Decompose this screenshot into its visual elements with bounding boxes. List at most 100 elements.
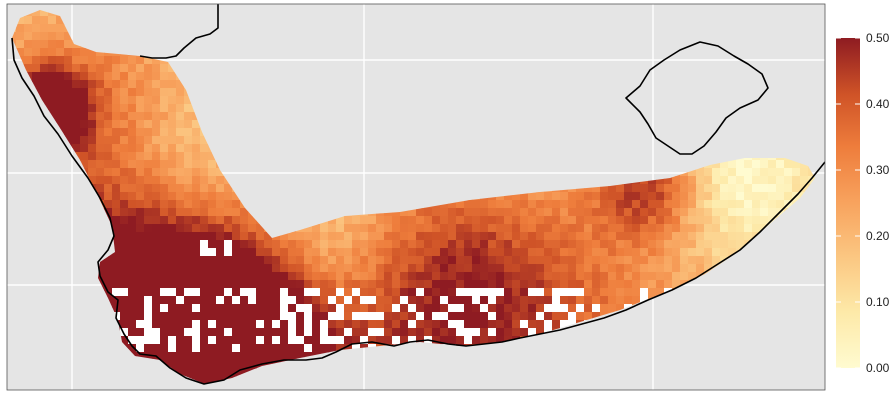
raster-cell bbox=[552, 264, 561, 273]
raster-cell bbox=[376, 264, 385, 273]
raster-cell bbox=[392, 328, 401, 337]
raster-cell bbox=[576, 264, 585, 273]
raster-cell bbox=[624, 232, 633, 241]
raster-cell bbox=[480, 328, 489, 337]
raster-cell bbox=[568, 216, 577, 225]
raster-cell bbox=[664, 256, 673, 265]
raster-cell bbox=[176, 232, 185, 241]
raster-cell bbox=[360, 240, 369, 249]
raster-cell bbox=[424, 320, 433, 329]
raster-cell bbox=[608, 272, 617, 281]
raster-cell bbox=[672, 272, 681, 281]
raster-cell bbox=[352, 288, 361, 297]
raster-cell bbox=[136, 88, 145, 97]
raster-cell bbox=[312, 288, 321, 297]
raster-cell bbox=[384, 304, 393, 313]
raster-cell bbox=[584, 192, 593, 201]
raster-cell bbox=[320, 256, 329, 265]
raster-cell bbox=[296, 328, 305, 337]
raster-cell bbox=[320, 248, 329, 257]
raster-cell bbox=[648, 256, 657, 265]
raster-cell bbox=[288, 304, 297, 313]
raster-cell bbox=[56, 104, 65, 113]
raster-cell bbox=[168, 304, 177, 313]
raster-cell bbox=[120, 136, 129, 145]
raster-cell bbox=[760, 168, 769, 177]
raster-cell bbox=[680, 184, 689, 193]
raster-cell bbox=[136, 352, 145, 361]
raster-cell bbox=[440, 312, 449, 321]
raster-cell bbox=[192, 176, 201, 185]
raster-cell bbox=[528, 216, 537, 225]
raster-cell bbox=[88, 152, 97, 161]
raster-cell bbox=[472, 320, 481, 329]
raster-cell bbox=[568, 232, 577, 241]
raster-cell bbox=[24, 48, 33, 57]
raster-cell bbox=[136, 280, 145, 289]
raster-cell bbox=[800, 184, 809, 193]
raster-cell bbox=[464, 264, 473, 273]
raster-cell bbox=[376, 280, 385, 289]
raster-cell bbox=[552, 224, 561, 233]
raster-cell bbox=[240, 264, 249, 273]
raster-cell bbox=[512, 200, 521, 209]
raster-cell bbox=[312, 328, 321, 337]
raster-cell bbox=[224, 352, 233, 361]
raster-cell bbox=[520, 328, 529, 337]
raster-cell bbox=[248, 248, 257, 257]
raster-cell bbox=[216, 256, 225, 265]
raster-cell bbox=[344, 304, 353, 313]
raster-cell bbox=[464, 256, 473, 265]
raster-cell bbox=[176, 328, 185, 337]
raster-cell bbox=[88, 96, 97, 105]
raster-cell bbox=[480, 232, 489, 241]
raster-cell bbox=[448, 304, 457, 313]
raster-cell bbox=[512, 280, 521, 289]
raster-cell bbox=[16, 40, 25, 49]
raster-cell bbox=[240, 224, 249, 233]
raster-cell bbox=[128, 272, 137, 281]
raster-cell bbox=[200, 216, 209, 225]
raster-cell bbox=[616, 208, 625, 217]
raster-cell bbox=[536, 320, 545, 329]
raster-cell bbox=[128, 328, 137, 337]
raster-cell bbox=[360, 232, 369, 241]
raster-cell bbox=[184, 304, 193, 313]
raster-cell bbox=[104, 208, 113, 217]
raster-cell bbox=[432, 280, 441, 289]
raster-cell bbox=[464, 312, 473, 321]
raster-cell bbox=[504, 280, 513, 289]
raster-cell bbox=[648, 248, 657, 257]
raster-cell bbox=[440, 272, 449, 281]
raster-cell bbox=[640, 288, 649, 297]
raster-cell bbox=[496, 224, 505, 233]
raster-cell bbox=[216, 184, 225, 193]
raster-cell bbox=[152, 328, 161, 337]
raster-cell bbox=[656, 184, 665, 193]
raster-cell bbox=[160, 160, 169, 169]
raster-cell bbox=[88, 128, 97, 137]
raster-cell bbox=[128, 112, 137, 121]
raster-cell bbox=[232, 296, 241, 305]
raster-cell bbox=[200, 360, 209, 369]
raster-cell bbox=[224, 216, 233, 225]
raster-cell bbox=[720, 160, 729, 169]
raster-cell bbox=[424, 328, 433, 337]
raster-cell bbox=[768, 208, 777, 217]
raster-cell bbox=[504, 272, 513, 281]
raster-cell bbox=[704, 256, 713, 265]
raster-cell bbox=[160, 120, 169, 129]
raster-cell bbox=[712, 200, 721, 209]
raster-cell bbox=[240, 344, 249, 353]
raster-cell bbox=[80, 120, 89, 129]
raster-cell bbox=[104, 80, 113, 89]
raster-cell bbox=[168, 216, 177, 225]
raster-cell bbox=[584, 304, 593, 313]
raster-cell bbox=[368, 320, 377, 329]
raster-cell bbox=[424, 264, 433, 273]
raster-cell bbox=[184, 120, 193, 129]
raster-cell bbox=[168, 88, 177, 97]
raster-cell bbox=[504, 240, 513, 249]
raster-cell bbox=[584, 224, 593, 233]
raster-cell bbox=[128, 208, 137, 217]
